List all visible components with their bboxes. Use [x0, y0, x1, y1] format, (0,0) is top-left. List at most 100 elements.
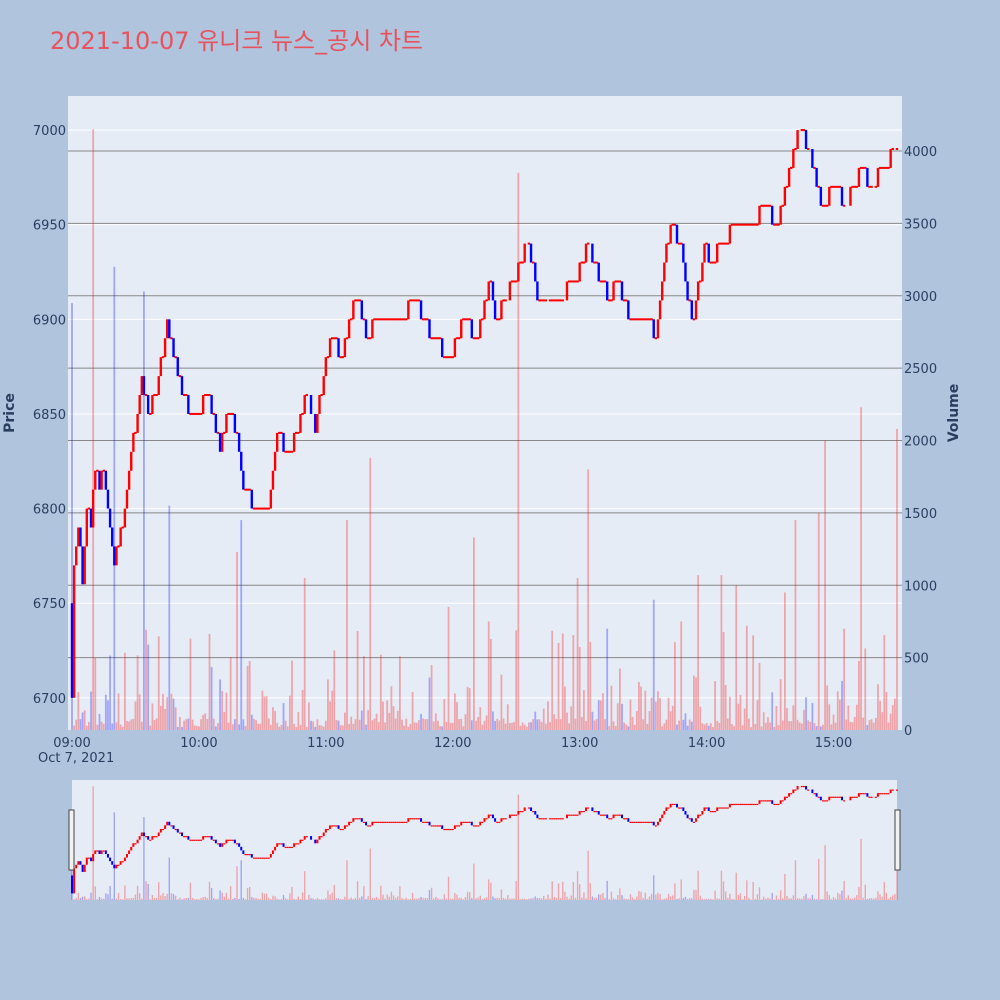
slider-candle [415, 818, 418, 820]
volume-bar [623, 722, 626, 730]
rangeslider-volume [71, 786, 898, 900]
volume-bar [775, 706, 778, 730]
volume-bar [229, 657, 232, 730]
slider-candle [591, 807, 594, 812]
slider-candle [705, 807, 708, 809]
candle [178, 375, 182, 378]
volume-bar [318, 725, 321, 730]
price-gridlines [68, 129, 902, 699]
candle [584, 243, 588, 263]
slider-volume-bar [196, 899, 198, 900]
volume-bar [872, 722, 875, 730]
volume-bar [337, 720, 340, 730]
slider-candle [532, 811, 535, 813]
slider-volume-bar [574, 897, 577, 900]
volume-bar [494, 720, 496, 730]
slider-volume-bar [168, 857, 171, 900]
candle [783, 186, 787, 206]
volume-bar [705, 723, 708, 730]
slider-candle [460, 821, 463, 826]
slider-candle [644, 821, 647, 823]
slider-volume-bar [619, 888, 621, 900]
slider-volume-bar [697, 870, 699, 900]
slider-candle [443, 828, 446, 831]
rangeslider-right-handle[interactable] [894, 809, 901, 871]
slider-candle [686, 814, 689, 819]
slider-candle [115, 864, 118, 869]
slider-volume-bar [841, 890, 843, 900]
slider-volume-bar [498, 898, 501, 900]
candle [648, 318, 651, 321]
volume-bar [242, 719, 245, 730]
candle [874, 185, 878, 188]
volume-bar [690, 721, 693, 730]
rangeslider-background[interactable] [72, 780, 897, 900]
slider-candle [407, 818, 410, 822]
candle [538, 299, 541, 302]
slider-candle [735, 803, 738, 806]
slider-candle [85, 857, 88, 865]
candle [743, 223, 746, 226]
volume-bar [595, 718, 598, 730]
candle [134, 431, 137, 434]
slider-volume-bar [549, 898, 551, 900]
volume-bar [680, 621, 683, 730]
candle [540, 299, 543, 302]
slider-volume-bar [464, 897, 467, 900]
candle [671, 223, 674, 226]
volume-bar [111, 723, 114, 730]
slider-volume-bar [335, 898, 338, 900]
candle [309, 395, 313, 414]
slider-candle [862, 793, 865, 795]
volume-bar [676, 724, 678, 730]
slider-volume-bar [437, 898, 439, 900]
slider-volume-bar [113, 812, 116, 900]
volume-bar [602, 693, 604, 730]
price-tick-label: 7000 [33, 124, 66, 139]
slider-candle [396, 821, 399, 823]
slider-volume-bar [739, 893, 742, 900]
slider-candle [320, 836, 323, 838]
slider-volume-bar [750, 899, 752, 900]
candle [889, 148, 892, 168]
candle [364, 319, 368, 339]
slider-candle [824, 800, 827, 802]
price-tick-label: 6800 [33, 503, 66, 518]
slider-candle [164, 825, 167, 829]
slider-candle [593, 811, 596, 813]
candle [618, 280, 622, 283]
candle [699, 280, 702, 283]
slider-volume-bar [380, 885, 382, 900]
volume-bar [498, 720, 501, 730]
slider-volume-bar [449, 898, 452, 900]
slider-volume-bar [820, 899, 822, 900]
volume-bar [707, 725, 710, 730]
volume-bar [407, 726, 410, 730]
candle [434, 337, 438, 340]
candle [123, 508, 127, 528]
rangeslider-left-handle[interactable] [68, 809, 75, 871]
candle [790, 166, 793, 169]
slider-volume-bar [875, 897, 877, 900]
slider-candle [445, 828, 448, 831]
slider-candle [538, 818, 541, 820]
volume-bar [635, 711, 638, 730]
candle [161, 356, 165, 359]
volume-bar [851, 722, 854, 730]
slider-volume-bar [280, 899, 283, 900]
volume-bar [398, 656, 401, 730]
slider-candle [663, 811, 666, 815]
slider-volume-bar [200, 897, 202, 900]
candle [470, 319, 474, 339]
slider-candle [381, 821, 384, 823]
candle [176, 357, 179, 377]
slider-volume-bar [659, 893, 661, 900]
volume-bar [280, 724, 283, 730]
slider-volume-bar [627, 899, 630, 900]
slider-volume-bar [837, 892, 839, 900]
candle [680, 242, 683, 245]
volume-bar [227, 722, 230, 730]
slider-candle [94, 850, 97, 855]
volume-bar [640, 686, 642, 730]
